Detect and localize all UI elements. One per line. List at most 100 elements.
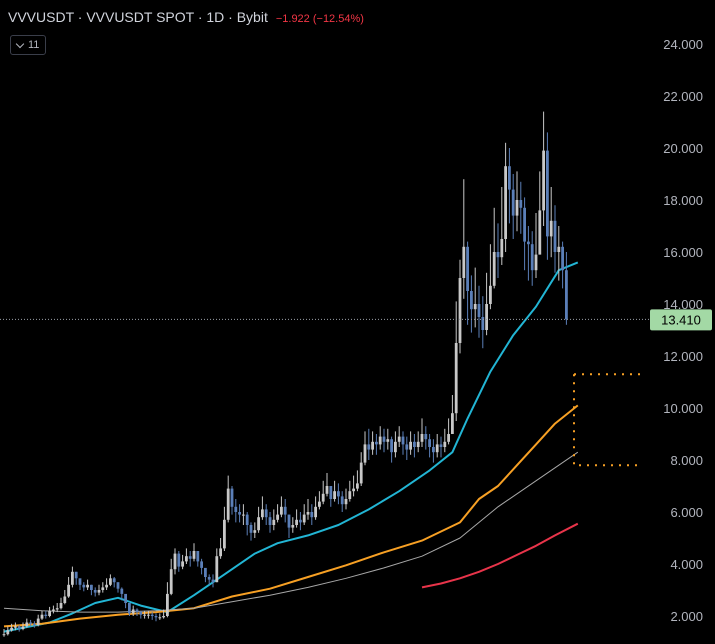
candle xyxy=(401,431,405,455)
candle xyxy=(272,509,276,531)
candle xyxy=(185,548,188,564)
candle xyxy=(561,241,564,289)
candle xyxy=(291,517,295,533)
candle xyxy=(337,483,340,505)
candle xyxy=(21,622,25,631)
candle xyxy=(439,436,443,458)
candle xyxy=(150,612,154,620)
candle xyxy=(253,522,257,538)
price-axis[interactable]: 24.000 22.000 20.000 18.000 16.000 14.000 12.0… xyxy=(663,37,703,624)
candle xyxy=(508,148,511,224)
candle xyxy=(2,629,6,637)
candle xyxy=(443,428,447,453)
candle xyxy=(306,499,310,520)
candle xyxy=(352,475,355,497)
candle xyxy=(128,603,131,616)
candle xyxy=(325,473,329,497)
candle xyxy=(158,613,162,620)
candle xyxy=(428,434,431,458)
candle xyxy=(462,179,466,299)
candle xyxy=(82,582,86,592)
price-axis-label: 20.000 xyxy=(663,141,703,156)
candle xyxy=(242,504,245,525)
candle xyxy=(116,582,120,593)
candle xyxy=(466,241,469,325)
candle xyxy=(261,496,264,520)
candle xyxy=(344,488,348,510)
candle xyxy=(280,496,283,518)
candle xyxy=(120,587,124,601)
candle xyxy=(223,506,226,551)
moving-averages xyxy=(3,261,579,633)
candle xyxy=(496,223,500,278)
price-axis-label: 2.000 xyxy=(670,609,703,624)
candle xyxy=(470,275,473,333)
candle xyxy=(390,436,393,463)
candle xyxy=(363,431,367,466)
candle xyxy=(6,626,10,636)
candle xyxy=(340,491,344,512)
candle xyxy=(333,480,336,502)
candle xyxy=(356,470,359,492)
candle xyxy=(481,296,485,349)
symbol-title[interactable]: VVVUSDT · VVVUSDT SPOT · 1D · Bybit xyxy=(8,9,268,25)
candle xyxy=(67,577,70,598)
candle xyxy=(500,187,504,265)
candle xyxy=(14,622,17,631)
candle xyxy=(287,514,291,538)
candle xyxy=(424,426,428,450)
candle xyxy=(538,171,542,255)
candle xyxy=(59,597,63,610)
candle xyxy=(226,475,230,523)
last-price-tag: 13.410 xyxy=(650,309,712,331)
price-axis-label: 18.000 xyxy=(663,193,703,208)
candle xyxy=(169,558,173,596)
candle xyxy=(511,174,515,239)
candle xyxy=(557,226,561,281)
candle xyxy=(542,111,545,226)
candle xyxy=(382,428,386,453)
candle xyxy=(283,499,287,523)
candle xyxy=(249,522,253,541)
candle xyxy=(181,554,184,570)
candle xyxy=(52,605,55,614)
candle xyxy=(504,142,507,252)
candle xyxy=(485,272,488,336)
candle xyxy=(378,426,382,450)
candle xyxy=(409,431,412,455)
candle xyxy=(257,506,260,533)
candle xyxy=(489,244,492,310)
candle xyxy=(405,436,409,460)
candle xyxy=(33,621,36,628)
candle xyxy=(348,480,352,502)
candle xyxy=(530,231,534,286)
candle xyxy=(196,551,200,567)
candle xyxy=(40,610,44,620)
candle xyxy=(477,285,481,338)
candle xyxy=(166,582,169,618)
candle xyxy=(147,610,150,619)
candle xyxy=(299,512,302,531)
candles xyxy=(2,111,568,637)
candle xyxy=(29,619,32,627)
annotations xyxy=(573,373,643,467)
candle xyxy=(200,558,203,575)
candle xyxy=(359,452,363,486)
candle xyxy=(367,428,371,460)
candle xyxy=(234,499,238,523)
candle xyxy=(219,538,222,559)
candle xyxy=(515,171,519,232)
indicators-toggle-button[interactable]: 11 xyxy=(10,35,47,55)
candle xyxy=(523,197,526,271)
candle xyxy=(238,504,241,523)
price-axis-label: 12.000 xyxy=(663,349,703,364)
candle xyxy=(192,543,196,562)
candle xyxy=(451,395,454,434)
candle xyxy=(492,207,496,289)
candle xyxy=(71,566,74,588)
candle xyxy=(86,579,89,590)
candle xyxy=(458,259,462,354)
moving-average-line-1 xyxy=(3,261,579,633)
candle xyxy=(321,480,325,505)
